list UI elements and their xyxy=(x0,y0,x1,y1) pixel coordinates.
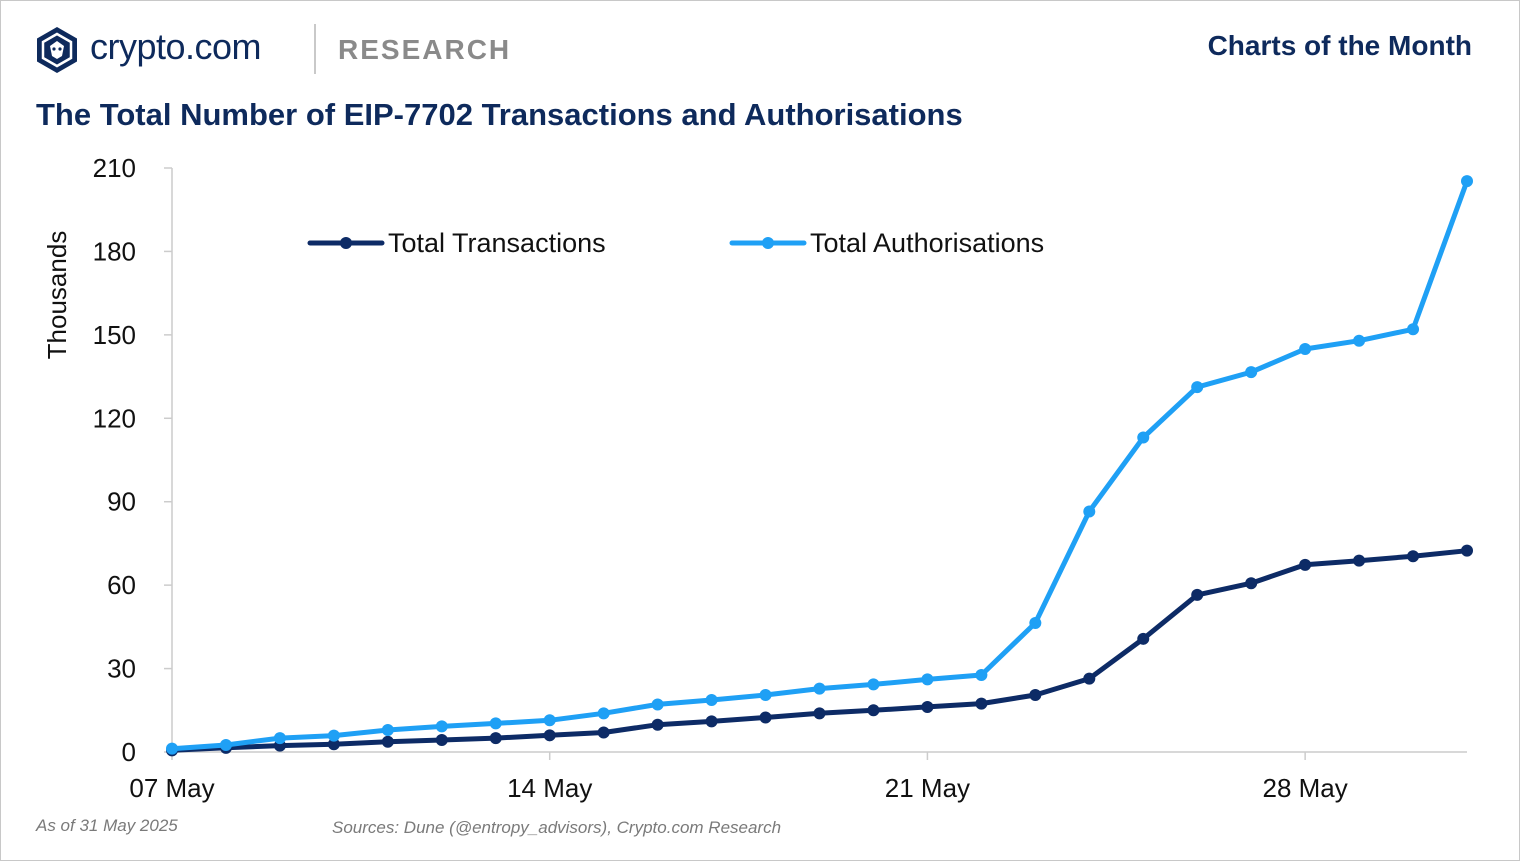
as-of-date: As of 31 May 2025 xyxy=(36,816,178,835)
x-tick-label: 21 May xyxy=(885,773,970,803)
data-point-authorisations xyxy=(489,717,502,730)
y-tick-label: 90 xyxy=(107,487,136,517)
data-point-transactions xyxy=(1191,588,1204,601)
data-point-authorisations xyxy=(1245,366,1258,379)
legend-marker-transactions xyxy=(340,237,352,249)
data-point-transactions xyxy=(435,734,448,747)
x-tick-label: 28 May xyxy=(1262,773,1347,803)
data-point-authorisations xyxy=(435,720,448,733)
data-point-authorisations xyxy=(543,714,556,727)
series-line-transactions xyxy=(169,548,1470,753)
data-point-transactions xyxy=(705,715,718,728)
data-point-authorisations xyxy=(1407,323,1420,336)
crypto-com-logo-icon xyxy=(37,27,77,73)
data-point-transactions xyxy=(543,729,556,742)
data-point-authorisations xyxy=(219,739,232,752)
data-point-authorisations xyxy=(705,693,718,706)
data-point-transactions xyxy=(1245,577,1258,590)
data-point-transactions xyxy=(1407,550,1420,563)
brand-name: crypto.com xyxy=(90,26,262,67)
sources-note: Sources: Dune (@entropy_advisors), Crypt… xyxy=(332,818,782,837)
data-point-transactions xyxy=(813,707,826,720)
data-point-authorisations xyxy=(1461,175,1473,188)
data-point-transactions xyxy=(489,732,502,745)
data-point-authorisations xyxy=(759,688,772,701)
data-point-authorisations xyxy=(273,732,286,745)
data-point-transactions xyxy=(381,735,394,748)
data-point-transactions xyxy=(1353,554,1366,567)
data-point-authorisations xyxy=(651,698,664,711)
x-tick-label: 07 May xyxy=(129,773,214,803)
data-point-authorisations xyxy=(921,673,934,686)
legend-label-transactions: Total Transactions xyxy=(388,228,606,258)
data-point-authorisations xyxy=(1353,334,1366,347)
data-point-transactions xyxy=(759,711,772,724)
data-point-authorisations xyxy=(867,678,880,691)
data-point-authorisations xyxy=(813,682,826,695)
data-point-transactions xyxy=(1461,544,1473,557)
data-point-authorisations xyxy=(1299,343,1312,356)
header-divider xyxy=(314,24,316,74)
data-point-authorisations xyxy=(1083,505,1096,518)
data-point-authorisations xyxy=(1137,431,1150,444)
y-tick-label: 60 xyxy=(107,570,136,600)
y-tick-label: 150 xyxy=(93,320,136,350)
data-point-transactions xyxy=(327,738,340,751)
data-point-transactions xyxy=(1029,688,1042,701)
y-tick-label: 180 xyxy=(93,236,136,266)
data-point-authorisations xyxy=(1191,381,1204,394)
y-tick-label: 30 xyxy=(107,654,136,684)
data-point-authorisations xyxy=(597,707,610,720)
legend-label-authorisations: Total Authorisations xyxy=(810,228,1044,258)
data-point-transactions xyxy=(651,718,664,731)
series-line-authorisations xyxy=(169,178,1470,752)
data-point-authorisations xyxy=(975,668,988,681)
chart-title: The Total Number of EIP-7702 Transaction… xyxy=(36,97,963,132)
data-point-transactions xyxy=(1137,632,1150,645)
y-tick-label: 0 xyxy=(122,737,136,767)
y-tick-label: 120 xyxy=(93,403,136,433)
data-point-transactions xyxy=(1299,558,1312,571)
legend-marker-authorisations xyxy=(762,237,774,249)
data-point-transactions xyxy=(597,726,610,739)
y-axis-label: Thousands xyxy=(42,231,72,360)
data-point-transactions xyxy=(975,697,988,710)
data-point-transactions xyxy=(1083,672,1096,685)
y-tick-label: 210 xyxy=(93,153,136,183)
data-point-transactions xyxy=(867,704,880,717)
x-tick-label: 14 May xyxy=(507,773,592,803)
data-point-authorisations xyxy=(327,729,340,742)
data-point-authorisations xyxy=(1029,616,1042,629)
series-title: Charts of the Month xyxy=(1207,30,1472,61)
section-label: RESEARCH xyxy=(338,34,512,65)
data-point-authorisations xyxy=(381,724,394,737)
data-point-authorisations xyxy=(166,742,178,755)
data-point-transactions xyxy=(921,700,934,713)
